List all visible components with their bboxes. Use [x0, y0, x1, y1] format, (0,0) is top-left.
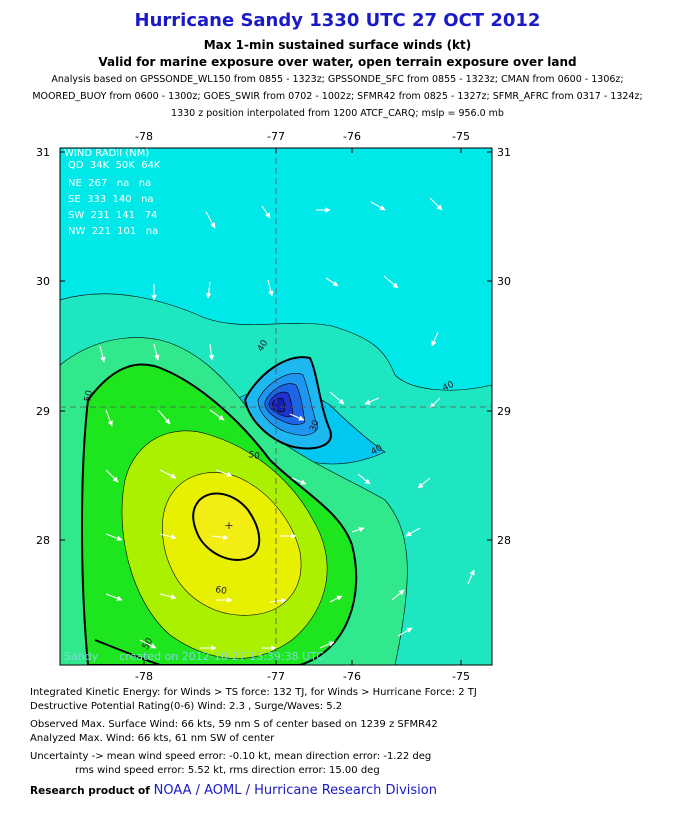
wind-vector — [405, 527, 421, 537]
wind-vector — [329, 391, 345, 405]
wind-vector — [208, 343, 215, 361]
southwest-edge-line — [94, 639, 161, 665]
wind-vector — [209, 409, 225, 421]
wind-vector — [269, 597, 287, 604]
axis-tick-layer: -78 -78 -77 -77 -76 -76 -75 -75 31 31 30 30 29 29 28 28 — [36, 130, 511, 683]
wind-vector — [205, 281, 212, 299]
longitude-tick-label: -78 — [135, 130, 153, 143]
wind-radii-row: SE 333 140 na — [68, 194, 154, 205]
wind-vector — [351, 526, 365, 533]
wind-vector — [267, 279, 274, 297]
latitude-tick-label: 30 — [36, 275, 50, 288]
wind-vector — [157, 409, 171, 425]
wind-vector — [370, 201, 386, 211]
wind-vector — [319, 641, 335, 649]
wind-vector — [99, 345, 106, 363]
map-credit: Sandy created on 2012-10-27 13:39:38 UTC — [64, 650, 324, 663]
contour-label: 30 — [308, 419, 321, 433]
longitude-tick-label: -77 — [267, 670, 285, 683]
wind-band-yellow-65 — [192, 492, 261, 561]
wind-vector — [391, 589, 405, 601]
uncertainty-line-1: Uncertainty -> mean wind speed error: -0… — [30, 751, 432, 762]
wind-vector — [383, 275, 399, 289]
wind-vector — [105, 533, 123, 541]
wind-vector — [105, 593, 123, 601]
research-label: Research product of — [30, 785, 150, 797]
contour-label: 40 — [441, 380, 456, 394]
contour-label: 60 — [214, 585, 227, 597]
latitude-tick-label: 31 — [36, 146, 50, 159]
analysis-line-2: MOORED_BUOY from 0600 - 1300z; GOES_SWIR… — [32, 91, 643, 102]
latitude-tick-label: 29 — [36, 405, 50, 418]
wind-vector — [215, 469, 233, 477]
wind-vector — [159, 533, 177, 540]
wind-vector — [153, 343, 160, 361]
wind-vector — [105, 409, 113, 427]
wind-vector — [205, 211, 216, 229]
wind-vector — [139, 639, 157, 649]
longitude-tick-label: -77 — [267, 130, 285, 143]
observed-max-line: Observed Max. Surface Wind: 66 kts, 59 n… — [30, 719, 438, 730]
wind-vector — [159, 593, 177, 600]
latitude-tick-label: 28 — [36, 534, 50, 547]
latitude-tick-label: 29 — [497, 405, 511, 418]
chart-subtitle-exposure: Valid for marine exposure over water, op… — [98, 55, 577, 69]
wind-vector — [289, 413, 305, 421]
analysis-line-1: Analysis based on GPSSONDE_WL150 from 08… — [51, 74, 624, 85]
wind-vector — [159, 469, 177, 479]
latitude-tick-label: 31 — [497, 146, 511, 159]
wind-vector — [261, 205, 271, 219]
chart-subtitle: Max 1-min sustained surface winds (kt) — [203, 38, 472, 52]
dpr-line: Destructive Potential Rating(0-6) Wind: … — [30, 701, 343, 712]
uncertainty-line-2: rms wind speed error: 5.52 kt, rms direc… — [75, 765, 380, 776]
wind-vector — [329, 595, 343, 603]
wind-vector — [429, 197, 443, 211]
wind-vector — [211, 534, 229, 541]
analysis-line-3: 1330 z position interpolated from 1200 A… — [171, 108, 504, 119]
wind-vector — [291, 477, 307, 485]
longitude-tick-label: -78 — [135, 670, 153, 683]
analyzed-max-line: Analyzed Max. Wind: 66 kts, 61 nm SW of … — [30, 733, 275, 744]
wind-vector-field — [99, 197, 475, 651]
longitude-tick-label: -75 — [452, 670, 470, 683]
latitude-tick-label: 28 — [497, 534, 511, 547]
contour-label: 50 — [83, 389, 95, 402]
latitude-tick-label: 30 — [497, 275, 511, 288]
wind-vector — [397, 627, 413, 637]
wind-contours — [60, 148, 492, 665]
ike-line: Integrated Kinetic Energy: for Winds > T… — [30, 687, 477, 698]
wind-radii-row: QD 34K 50K 64K — [68, 160, 161, 171]
contour-label: 50 — [247, 450, 260, 462]
wind-radii-row: SW 231 141 74 — [68, 210, 157, 221]
wind-vector — [431, 331, 439, 347]
max-wind-marker: + — [224, 519, 233, 532]
wind-radii-title: WIND RADII (NM) — [64, 148, 149, 159]
wind-vector — [357, 473, 371, 485]
longitude-tick-label: -76 — [343, 670, 361, 683]
wind-vector — [417, 477, 431, 489]
chart-title: Hurricane Sandy 1330 UTC 27 OCT 2012 — [134, 10, 541, 31]
wind-vector — [429, 397, 441, 409]
wind-vector — [467, 569, 475, 585]
longitude-tick-label: -76 — [343, 130, 361, 143]
research-organization-link[interactable]: NOAA / AOML / Hurricane Research Divisio… — [153, 783, 437, 798]
wind-radii-table: WIND RADII (NM) QD 34K 50K 64K NE 267 na… — [64, 148, 161, 237]
research-credit: Research product of NOAA / AOML / Hurric… — [30, 783, 437, 798]
wind-radii-row: NE 267 na na — [68, 178, 151, 189]
longitude-tick-label: -75 — [452, 130, 470, 143]
wind-vector — [105, 469, 119, 483]
wind-vector — [325, 277, 339, 287]
wind-vector — [364, 397, 380, 405]
wind-radii-row: NW 221 101 na — [68, 226, 158, 237]
